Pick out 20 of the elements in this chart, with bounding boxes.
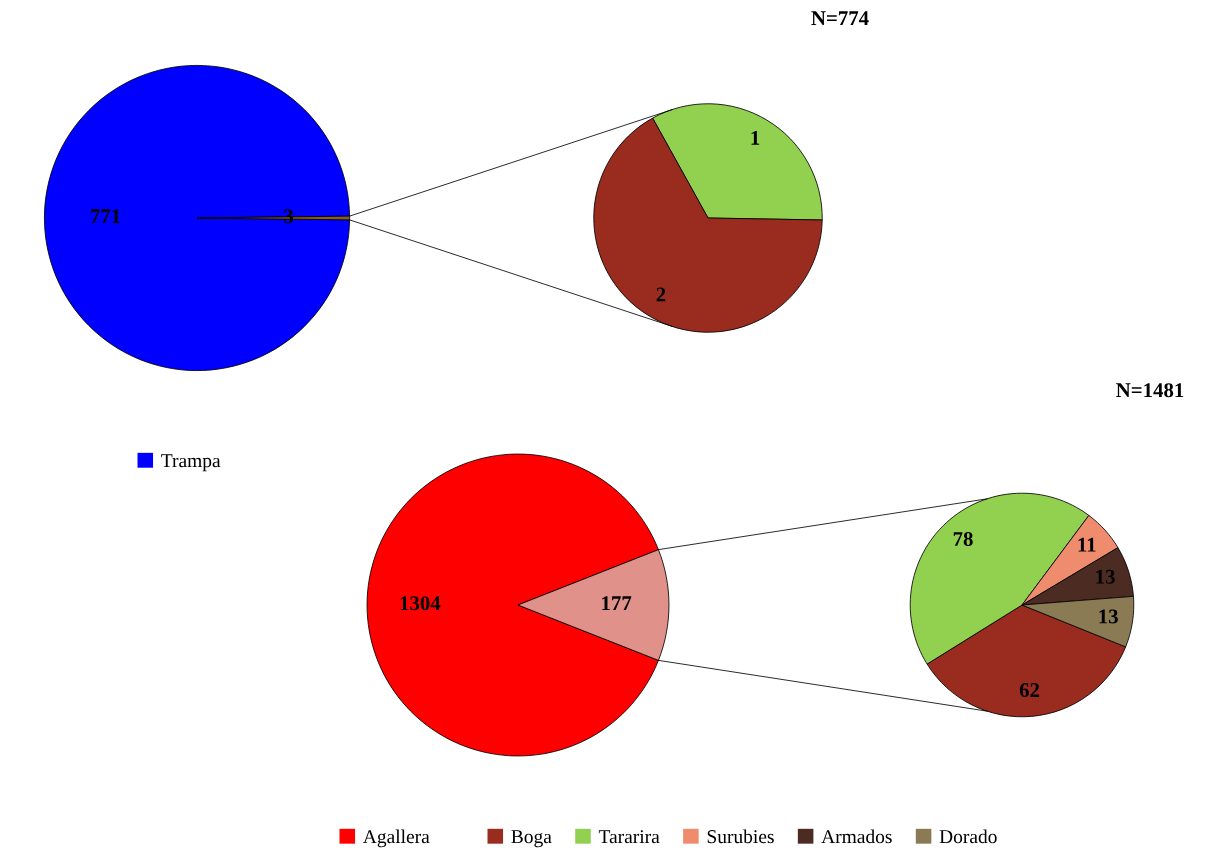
data-label: 177 <box>602 596 632 611</box>
chart-title: N=1481 <box>1116 383 1184 398</box>
legend-label: Surubies <box>707 829 774 844</box>
data-label: 78 <box>953 531 973 546</box>
legend-label: Armados <box>821 829 892 844</box>
data-label: 1304 <box>400 596 441 611</box>
data-label: 11 <box>1078 537 1096 552</box>
data-label: 1 <box>751 130 760 145</box>
data-label: 771 <box>91 209 120 224</box>
data-label: 62 <box>1019 683 1040 698</box>
data-label: 13 <box>1096 569 1115 584</box>
legend-label: Tararira <box>598 830 660 844</box>
legend-label: Dorado <box>939 829 997 844</box>
data-label: 2 <box>656 287 666 302</box>
legend-label: Agallera <box>363 829 430 848</box>
data-label: 3 <box>284 209 294 224</box>
chart-title: N=774 <box>811 11 869 26</box>
legend-label: Trampa <box>161 454 221 472</box>
data-label: 13 <box>1099 609 1118 624</box>
legend-label: Boga <box>511 830 552 848</box>
